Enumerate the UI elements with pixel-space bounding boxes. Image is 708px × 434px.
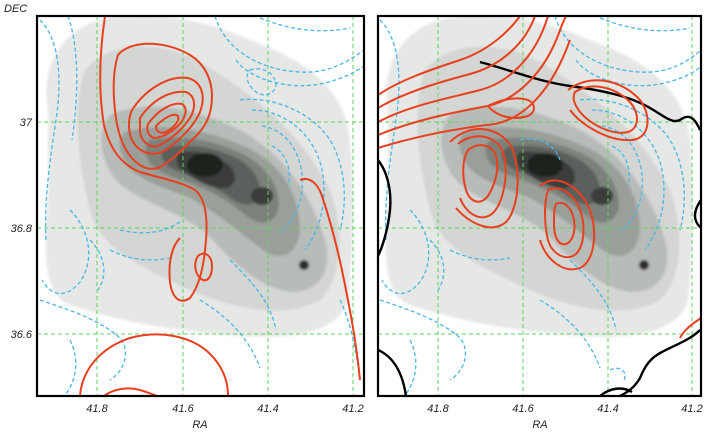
y-tick-label: 36.6 (11, 329, 33, 341)
x-tick-label: 41.2 (681, 403, 702, 415)
right-blue-contours (379, 16, 701, 395)
x-tick-label: 41.4 (597, 403, 618, 415)
left-panel: 41.8 41.6 41.4 41.2 37 36.8 36.6 DEC RA (4, 3, 366, 431)
x-tick-label: 41.6 (512, 403, 534, 415)
left-y-ticks: 37 36.8 36.6 (11, 117, 33, 341)
x-tick-label: 41.8 (427, 403, 449, 415)
x-tick-label: 41.4 (257, 403, 278, 415)
x-axis-label: RA (192, 419, 207, 431)
x-tick-label: 41.2 (342, 403, 363, 415)
x-tick-label: 41.6 (172, 403, 194, 415)
left-blue-contours (39, 16, 364, 395)
left-red-contours (79, 16, 361, 396)
left-frame (35, 14, 366, 398)
right-panel: 41.8 41.6 41.4 41.2 RA (376, 14, 703, 431)
x-axis-label: RA (532, 419, 547, 431)
x-tick-label: 41.8 (86, 403, 108, 415)
left-x-ticks: 41.8 41.6 41.4 41.2 (86, 403, 363, 415)
y-tick-label: 37 (20, 117, 33, 129)
right-x-ticks: 41.8 41.6 41.4 41.2 (427, 403, 702, 415)
y-tick-label: 36.8 (11, 223, 33, 235)
right-frame (376, 14, 703, 398)
y-axis-label: DEC (4, 3, 27, 15)
right-greyscale-emission (385, 16, 694, 337)
right-red-contours (378, 16, 701, 339)
